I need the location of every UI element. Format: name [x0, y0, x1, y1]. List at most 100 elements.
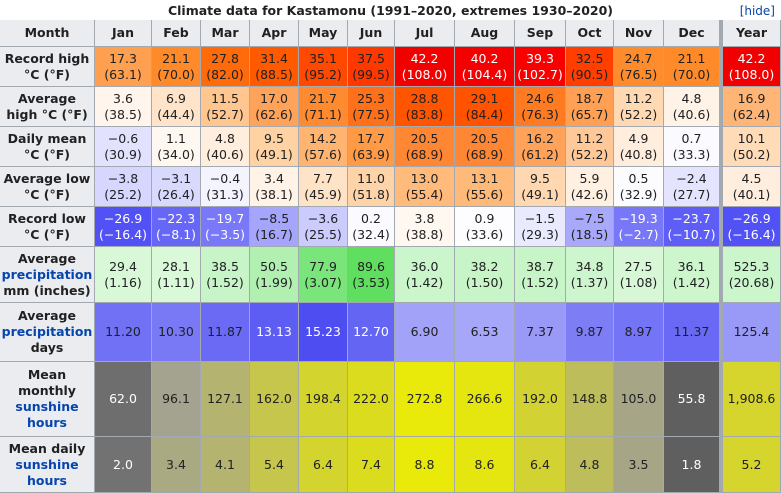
- header-cell: Dec: [664, 20, 720, 47]
- cell-value: 5.4: [264, 456, 284, 472]
- label-line[interactable]: sunshine: [15, 399, 79, 414]
- cell-value: (1.42): [672, 274, 711, 290]
- data-cell: −3.8 (25.2): [95, 167, 152, 207]
- data-cell: 96.1: [152, 362, 201, 437]
- data-cell: 12.70: [348, 303, 395, 362]
- cell-value: 198.4: [305, 391, 341, 406]
- data-cell: 35.1 (95.2): [299, 47, 348, 87]
- data-cell: 3.4 (38.1): [250, 167, 299, 207]
- cell-value: 13.13: [256, 324, 292, 339]
- cell-value: 15.23: [305, 324, 341, 339]
- cell-value: 272.8: [406, 391, 443, 406]
- cell-value: (61.2): [521, 146, 559, 162]
- header-text: Apr: [261, 25, 287, 40]
- cell-value: (71.1): [304, 106, 342, 122]
- data-cell: 16.9 (62.4): [720, 87, 781, 127]
- cell-value: 11.5: [211, 90, 239, 106]
- hide-toggle[interactable]: [hide]: [739, 4, 775, 18]
- cell-value: −3.6: [307, 210, 339, 226]
- label-line[interactable]: precipitation: [1, 266, 93, 282]
- cell-value: 24.7: [624, 50, 653, 66]
- cell-value: 40.2: [470, 50, 499, 66]
- data-cell: 5.2: [720, 437, 781, 493]
- cell-value: 62.0: [109, 391, 137, 406]
- cell-value: 42.2: [737, 50, 766, 66]
- cell-value: (31.3): [206, 186, 244, 202]
- data-cell: 21.7 (71.1): [299, 87, 348, 127]
- cell-value: 25.3: [357, 90, 385, 106]
- cell-value: (68.9): [405, 146, 444, 162]
- cell-value: 0.7: [681, 130, 702, 146]
- data-cell: −1.5 (29.3): [515, 207, 566, 247]
- cell-value: (88.5): [255, 66, 293, 82]
- cell-value: (27.7): [672, 186, 711, 202]
- cell-value: 10.1: [737, 130, 766, 146]
- cell-value: 4.8: [681, 90, 702, 106]
- cell-value: (52.2): [619, 106, 658, 122]
- cell-value: (3.07): [304, 274, 342, 290]
- data-cell: −19.7 (−3.5): [201, 207, 250, 247]
- cell-value: 96.1: [162, 391, 190, 406]
- label-line[interactable]: hours: [27, 415, 67, 430]
- cell-value: 39.3: [526, 50, 554, 66]
- cell-value: −23.7: [672, 210, 711, 226]
- cell-value: (−10.7): [667, 226, 716, 242]
- header-cell: May: [299, 20, 348, 47]
- cell-value: 4.8: [215, 130, 235, 146]
- cell-value: 9.5: [530, 170, 550, 186]
- data-cell: 38.5 (1.52): [201, 247, 250, 303]
- header-cell: Jun: [348, 20, 395, 47]
- label-line: Mean: [27, 367, 67, 382]
- data-cell: 11.87: [201, 303, 250, 362]
- cell-value: 20.5: [470, 130, 499, 146]
- header-text: Dec: [678, 25, 705, 40]
- cell-value: 77.9: [309, 258, 337, 274]
- cell-value: 29.4: [109, 258, 137, 274]
- header-text: Jan: [112, 25, 134, 40]
- label-line[interactable]: precipitation: [1, 324, 93, 339]
- data-cell: 6.4: [299, 437, 348, 493]
- cell-value: (108.0): [401, 66, 448, 82]
- cell-value: (25.5): [304, 226, 342, 242]
- label-line: °C (°F): [24, 146, 70, 162]
- data-cell: 3.8 (38.8): [395, 207, 455, 247]
- data-cell: 7.37: [515, 303, 566, 362]
- data-cell: 266.6: [455, 362, 515, 437]
- cell-value: 4.1: [215, 456, 235, 472]
- data-cell: 20.5 (68.9): [455, 127, 515, 167]
- cell-value: (1.16): [104, 274, 142, 290]
- cell-value: 8.6: [474, 456, 495, 472]
- cell-value: 6.9: [166, 90, 186, 106]
- cell-value: (76.5): [619, 66, 658, 82]
- data-cell: 50.5 (1.99): [250, 247, 299, 303]
- label-line[interactable]: sunshine: [15, 456, 79, 472]
- cell-value: 6.53: [470, 324, 499, 339]
- data-cell: 11.5 (52.7): [201, 87, 250, 127]
- header-cell: Feb: [152, 20, 201, 47]
- row-label: Average precipitation days: [0, 303, 95, 362]
- cell-value: −8.5: [258, 210, 290, 226]
- cell-value: (1.52): [521, 274, 559, 290]
- cell-value: (83.8): [405, 106, 444, 122]
- cell-value: 11.2: [575, 130, 604, 146]
- data-cell: 0.9 (33.6): [455, 207, 515, 247]
- data-cell: 4.8 (40.6): [664, 87, 720, 127]
- cell-value: 1.1: [166, 130, 186, 146]
- row-label: Average precipitation mm (inches): [0, 247, 95, 303]
- row-label: Average high °C (°F): [0, 87, 95, 127]
- cell-value: 7.7: [313, 170, 333, 186]
- header-text: Nov: [624, 25, 653, 40]
- cell-value: 5.9: [579, 170, 600, 186]
- cell-value: 89.6: [357, 258, 385, 274]
- data-cell: 11.0 (51.8): [348, 167, 395, 207]
- label-line[interactable]: hours: [27, 472, 67, 488]
- data-cell: 5.4: [250, 437, 299, 493]
- data-cell: 272.8: [395, 362, 455, 437]
- data-cell: 27.8 (82.0): [201, 47, 250, 87]
- data-cell: 10.30: [152, 303, 201, 362]
- cell-value: (40.1): [732, 186, 771, 202]
- cell-value: 38.5: [211, 258, 239, 274]
- data-cell: 4.5 (40.1): [720, 167, 781, 207]
- row-label: Daily mean °C (°F): [0, 127, 95, 167]
- cell-value: 125.4: [733, 324, 770, 339]
